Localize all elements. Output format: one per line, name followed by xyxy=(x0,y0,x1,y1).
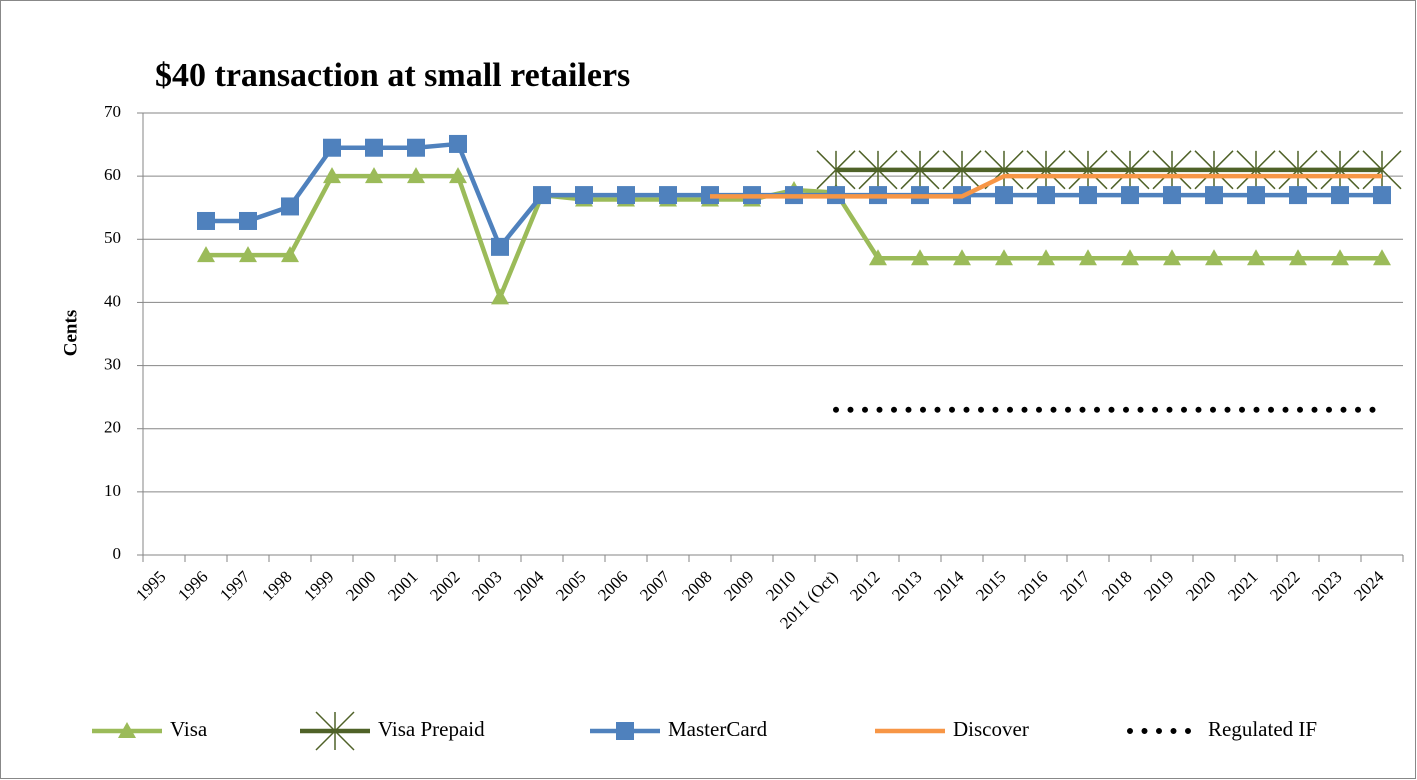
marker-triangle xyxy=(1373,249,1391,266)
y-tick-label: 10 xyxy=(104,481,121,500)
legend-marker xyxy=(616,722,634,740)
y-tick-label: 20 xyxy=(104,418,121,437)
marker-triangle xyxy=(1121,249,1139,266)
legend-label: Visa xyxy=(170,717,208,741)
marker-square xyxy=(617,186,635,205)
marker-square xyxy=(281,197,299,216)
marker-star xyxy=(1362,150,1402,190)
marker-square xyxy=(365,138,383,157)
marker-star xyxy=(1026,150,1066,190)
marker-star xyxy=(1194,150,1234,190)
marker-triangle xyxy=(1247,249,1265,266)
marker-star xyxy=(1278,150,1318,190)
y-tick-label: 50 xyxy=(104,228,121,247)
marker-square xyxy=(995,186,1013,205)
marker-square xyxy=(1373,186,1391,205)
marker-square xyxy=(1247,186,1265,205)
series-line xyxy=(710,173,1382,199)
marker-triangle xyxy=(1205,249,1223,266)
marker-triangle xyxy=(1037,249,1055,266)
marker-star xyxy=(1236,150,1276,190)
marker-triangle xyxy=(239,246,257,263)
marker-triangle xyxy=(197,246,215,263)
marker-square xyxy=(1205,186,1223,205)
marker-square xyxy=(407,138,425,157)
chart-title: $40 transaction at small retailers xyxy=(155,57,630,94)
marker-triangle xyxy=(491,288,509,305)
marker-triangle xyxy=(365,167,383,184)
legend-marker xyxy=(315,711,355,751)
marker-star xyxy=(1110,150,1150,190)
marker-square xyxy=(239,211,257,230)
marker-triangle xyxy=(449,167,467,184)
marker-square xyxy=(1079,186,1097,205)
marker-star xyxy=(942,150,982,190)
marker-star xyxy=(900,150,940,190)
legend-label: Discover xyxy=(953,717,1029,741)
y-tick-label: 70 xyxy=(104,102,121,121)
marker-square xyxy=(1289,186,1307,205)
y-tick-label: 40 xyxy=(104,291,121,310)
marker-triangle xyxy=(1289,249,1307,266)
legend-label: Regulated IF xyxy=(1208,717,1317,741)
marker-triangle xyxy=(323,167,341,184)
marker-star xyxy=(858,150,898,190)
marker-square xyxy=(197,211,215,230)
marker-star xyxy=(816,150,856,190)
marker-triangle xyxy=(281,246,299,263)
marker-square xyxy=(491,237,509,256)
marker-star xyxy=(1068,150,1108,190)
marker-triangle xyxy=(1331,249,1349,266)
legend-label: MasterCard xyxy=(668,717,768,741)
marker-square xyxy=(1331,186,1349,205)
marker-square xyxy=(533,186,551,205)
y-axis-label: Cents xyxy=(60,310,81,356)
legend-marker xyxy=(118,722,136,738)
marker-square xyxy=(1163,186,1181,205)
marker-square xyxy=(323,138,341,157)
marker-triangle xyxy=(1163,249,1181,266)
marker-square xyxy=(1121,186,1139,205)
marker-star xyxy=(1152,150,1192,190)
marker-triangle xyxy=(953,249,971,266)
marker-square xyxy=(659,186,677,205)
marker-triangle xyxy=(407,167,425,184)
marker-square xyxy=(449,134,467,153)
marker-square xyxy=(1037,186,1055,205)
marker-triangle xyxy=(869,249,887,266)
marker-square xyxy=(575,186,593,205)
marker-triangle xyxy=(1079,249,1097,266)
y-tick-label: 60 xyxy=(104,165,121,184)
marker-triangle xyxy=(995,249,1013,266)
y-tick-label: 30 xyxy=(104,354,121,373)
legend-label: Visa Prepaid xyxy=(378,717,485,741)
y-tick-label: 0 xyxy=(113,544,122,563)
marker-triangle xyxy=(911,249,929,266)
marker-star xyxy=(1320,150,1360,190)
